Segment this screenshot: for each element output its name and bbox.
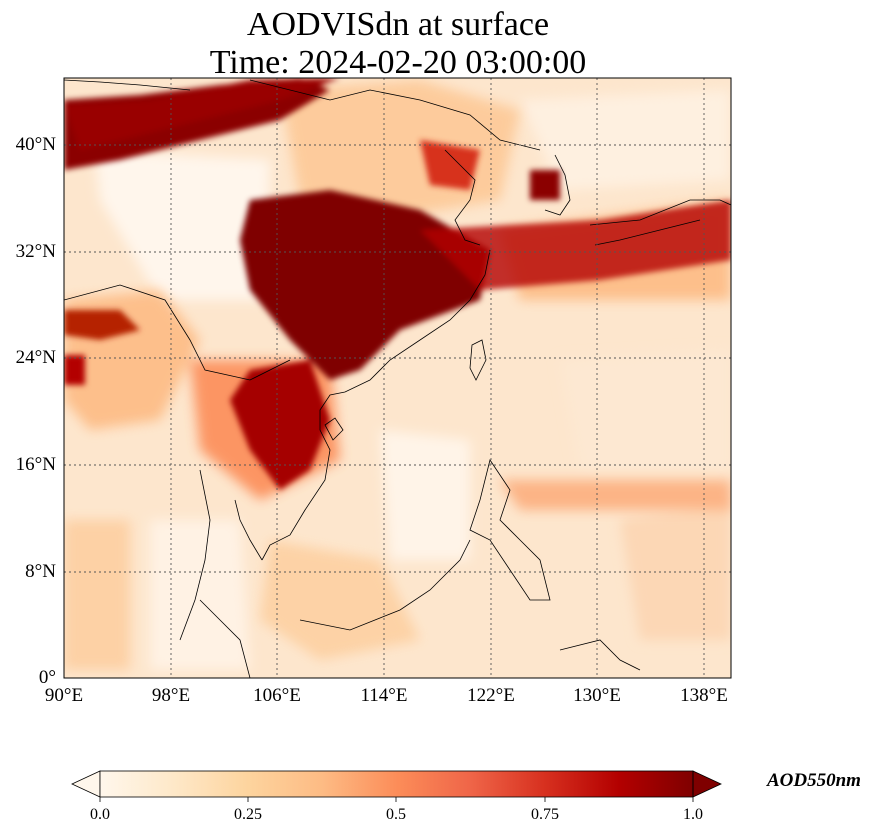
map-panel: [63, 77, 732, 679]
lat-tick-label: 40°N: [15, 134, 56, 155]
colorbar-unit-label: AOD550nm: [767, 770, 861, 791]
colorbar-high-extend: [692, 770, 722, 798]
lon-tick-label: 98°E: [151, 685, 191, 706]
lon-tick-label: 106°E: [253, 685, 301, 706]
lon-tick-label: 90°E: [44, 685, 84, 706]
plot-title-line2: Time: 2024-02-20 03:00:00: [209, 44, 587, 81]
colorbar-tick-label: 0.25: [234, 806, 262, 823]
aod-field: [64, 78, 731, 678]
lon-tick-label: 114°E: [360, 685, 408, 706]
colorbar-gradient: [100, 771, 693, 797]
lon-tick-label: 138°E: [680, 685, 728, 706]
lon-tick-label: 130°E: [573, 685, 621, 706]
map-frame: [63, 77, 732, 679]
lat-tick-label: 8°N: [25, 561, 56, 582]
colorbar-tick-label: 1.0: [683, 806, 703, 823]
colorbar-tick-label: 0.5: [386, 806, 406, 823]
lat-tick-label: 16°N: [15, 454, 56, 475]
colorbar-low-extend: [71, 770, 101, 798]
lat-tick-label: 24°N: [15, 347, 56, 368]
colorbar-tick-label: 0.75: [531, 806, 559, 823]
lat-tick-label: 32°N: [15, 241, 56, 262]
lon-tick-label: 122°E: [467, 685, 515, 706]
lat-tick-label: 0°: [38, 667, 56, 688]
plot-title-line1: AODVISdn at surface: [246, 6, 550, 43]
colorbar-tick-label: 0.0: [90, 806, 110, 823]
